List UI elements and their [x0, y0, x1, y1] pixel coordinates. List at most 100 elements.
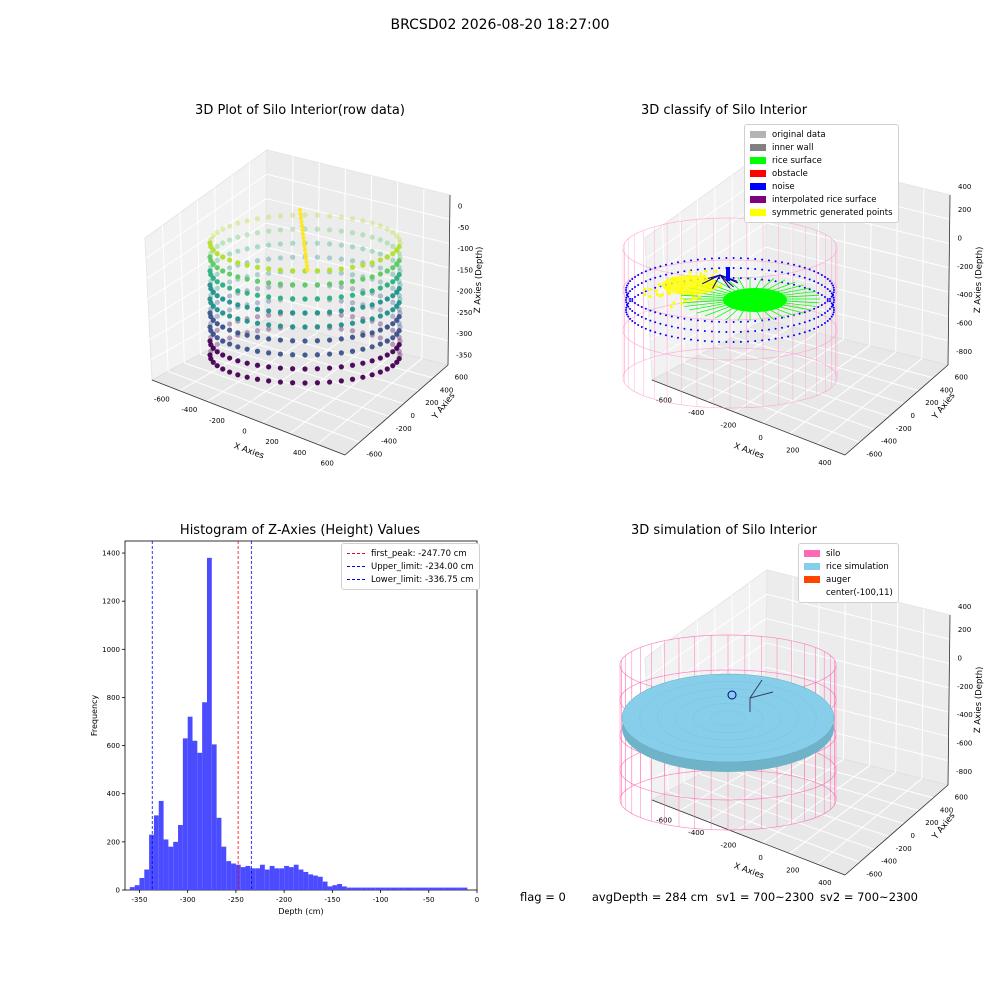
legend-item: center(-100,11): [804, 586, 893, 599]
noise-point: [781, 326, 783, 329]
noise-point: [754, 320, 757, 323]
data-point: [290, 310, 296, 316]
grid-line: [731, 175, 734, 338]
noise-point: [625, 311, 628, 314]
obstacle-line: [719, 274, 731, 289]
y-axis-label: Frequency: [90, 695, 99, 737]
obstacle-line: [712, 274, 721, 289]
grid-line: [714, 187, 718, 346]
grid-line: [649, 270, 766, 340]
noise-point: [828, 300, 831, 303]
data-point: [214, 327, 220, 333]
data-point: [235, 302, 241, 308]
x-axis-label: X Axies: [232, 441, 265, 461]
noise-point: [725, 257, 728, 260]
data-point: [314, 352, 320, 358]
grid-line: [146, 198, 267, 279]
symmetric-point: [643, 292, 647, 297]
noise-point: [664, 334, 667, 337]
data-point: [220, 268, 226, 274]
classified-points: [622, 217, 838, 409]
noise-point: [670, 315, 673, 318]
histogram-bar: [163, 839, 169, 890]
data-point: [349, 230, 356, 236]
data-point: [300, 228, 305, 232]
data-point: [314, 268, 320, 274]
data-point: [349, 216, 356, 222]
data-point: [227, 257, 233, 263]
grid-line: [817, 778, 923, 865]
noise-point: [703, 340, 706, 343]
data-point: [266, 242, 272, 248]
noise-point: [625, 301, 628, 304]
grid-line: [869, 595, 873, 766]
legend-swatch: [750, 157, 766, 164]
data-point: [394, 359, 400, 365]
data-point: [390, 341, 396, 347]
noise-point: [739, 277, 742, 280]
noise-point: [803, 266, 806, 269]
noise-point: [826, 278, 829, 281]
data-point: [298, 212, 303, 216]
data-point: [235, 248, 241, 254]
data-point: [349, 348, 356, 354]
x-axis-line: [151, 379, 346, 456]
noise-point: [830, 282, 833, 285]
noise-point: [820, 293, 823, 296]
legend-swatch: [804, 576, 820, 583]
grid-line: [265, 270, 449, 317]
noise-point: [831, 294, 834, 297]
noise-point: [826, 299, 829, 302]
symmetric-point: [691, 296, 695, 300]
noise-point: [677, 316, 679, 319]
data-point: [377, 237, 383, 243]
data-point: [338, 270, 344, 276]
noise-point: [625, 291, 628, 294]
panel1-3d-scatter: -600-400-2000200400600-600-400-200020040…: [144, 149, 485, 468]
data-point: [244, 276, 250, 282]
noise-point: [813, 327, 816, 330]
noise-point: [833, 289, 835, 291]
data-point: [326, 281, 333, 287]
data-point: [302, 380, 308, 386]
grid-line: [766, 642, 950, 689]
noise-point: [774, 270, 777, 273]
noise-point: [808, 329, 811, 332]
noise-point: [631, 288, 634, 291]
data-point: [244, 218, 250, 224]
noise-point: [725, 340, 728, 343]
noise-point: [739, 257, 742, 260]
legend-item: symmetric generated points: [750, 206, 893, 219]
x-tick-label: -600: [154, 395, 170, 403]
figure-title: BRCSD02 2026-08-20 18:27:00: [390, 17, 610, 33]
noise-point: [649, 268, 652, 271]
noise-point: [683, 337, 686, 340]
grid-line: [317, 358, 423, 445]
data-point: [214, 335, 220, 341]
histogram-bar: [428, 887, 434, 890]
histogram-bar: [250, 868, 256, 890]
y-axis-line: [344, 364, 449, 456]
x-tick-label: 200: [265, 438, 278, 446]
z-axis-label: Z Axies (Depth): [473, 246, 485, 313]
data-point: [266, 256, 272, 262]
noise-point: [629, 300, 632, 303]
histogram-bar: [240, 867, 246, 890]
data-point: [207, 254, 213, 260]
noise-point: [629, 297, 632, 300]
grid-line: [817, 358, 923, 445]
data-point: [360, 262, 366, 268]
data-point: [369, 344, 375, 350]
data-point: [384, 226, 390, 232]
data-point: [266, 228, 272, 234]
noise-point: [625, 296, 628, 299]
histogram-bar: [452, 887, 458, 890]
data-point: [369, 372, 375, 378]
data-point: [220, 338, 226, 344]
noise-point: [747, 277, 750, 280]
data-point: [214, 321, 220, 327]
legend-swatch: [804, 589, 820, 596]
noise-point: [640, 282, 643, 285]
data-point: [220, 296, 226, 302]
histogram-bar: [322, 881, 328, 890]
